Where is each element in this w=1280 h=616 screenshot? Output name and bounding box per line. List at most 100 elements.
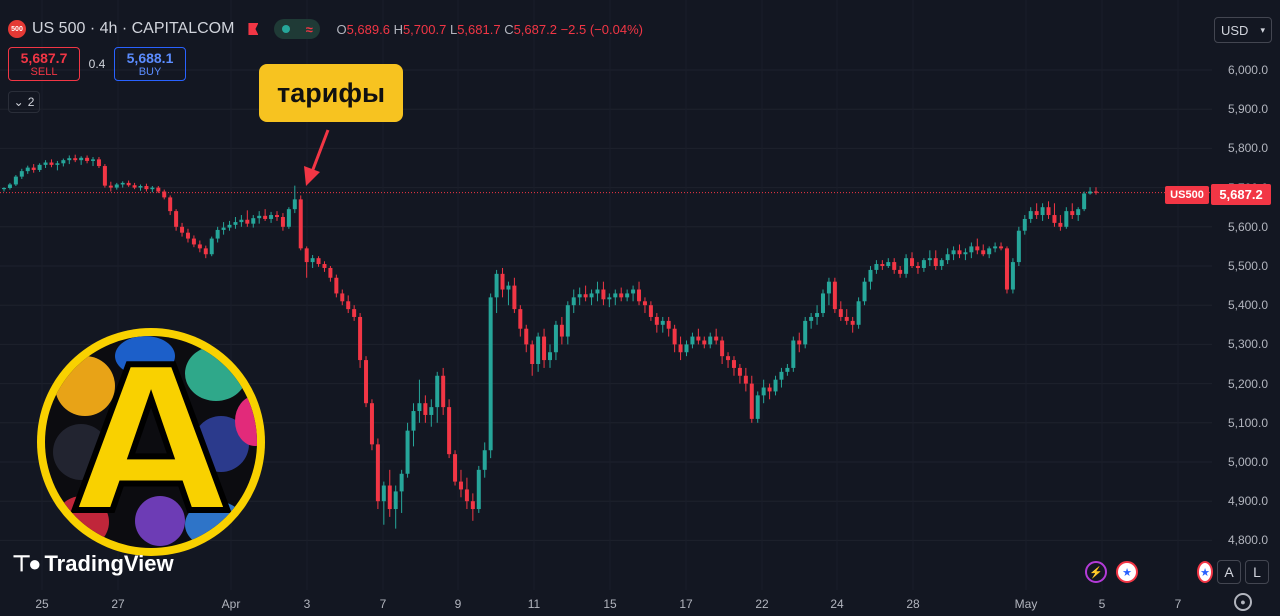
buy-button[interactable]: 5,688.1 BUY xyxy=(114,47,186,81)
candle-body xyxy=(61,160,66,164)
candle-body xyxy=(720,340,725,357)
lightning-icon[interactable]: ⚡ xyxy=(1085,561,1107,583)
coin-icon xyxy=(235,396,257,446)
candle-body xyxy=(381,485,386,502)
symbol-title[interactable]: US 500 · 4h · CAPITALCOM xyxy=(32,20,235,37)
candle-body xyxy=(364,360,369,404)
candle-body xyxy=(975,246,980,251)
candle-body xyxy=(898,269,903,274)
buy-price: 5,688.1 xyxy=(126,49,174,66)
tradingview-logo[interactable]: ⊤● TradingView xyxy=(12,551,174,577)
candle-body xyxy=(1058,222,1063,227)
candle-body xyxy=(269,215,274,219)
candle-body xyxy=(1094,191,1098,193)
candle-body xyxy=(375,444,380,502)
candle-body xyxy=(886,262,891,266)
candle-body xyxy=(625,293,630,298)
candle-body xyxy=(275,215,279,217)
candle-body xyxy=(393,491,398,510)
trade-panel: 5,687.7 SELL 0.4 5,688.1 BUY xyxy=(8,47,186,81)
candle-body xyxy=(743,375,748,384)
candle-body xyxy=(233,222,238,225)
brand-badge-logo: A xyxy=(37,328,265,556)
log-scale-button[interactable]: L xyxy=(1245,560,1269,584)
x-tick-label: 24 xyxy=(830,597,844,611)
candle-body xyxy=(19,171,24,177)
x-tick-label: 15 xyxy=(603,597,617,611)
coin-icon xyxy=(185,501,245,548)
candle-body xyxy=(726,356,731,361)
settings-icon[interactable]: ● xyxy=(1234,593,1252,611)
candle-body xyxy=(126,182,131,186)
sell-label: SELL xyxy=(30,65,58,78)
candle-body xyxy=(286,209,291,227)
tradingview-text: TradingView xyxy=(44,551,174,576)
y-tick-label: 4,900.0 xyxy=(1227,494,1268,509)
us-flag-icon[interactable]: ★ xyxy=(1116,561,1138,583)
candle-body xyxy=(7,184,12,188)
candle-body xyxy=(755,395,760,419)
candle-body xyxy=(453,454,458,482)
candle-body xyxy=(458,481,463,490)
x-tick-label: 7 xyxy=(379,597,387,611)
candle-body xyxy=(548,352,552,361)
annotation-callout[interactable]: тарифы xyxy=(259,64,403,122)
candle-body xyxy=(731,360,736,368)
market-open-icon xyxy=(282,25,291,33)
candle-body xyxy=(1088,191,1093,194)
market-status-pill[interactable]: ≈ xyxy=(274,19,321,39)
y-tick-label: 4,800.0 xyxy=(1227,533,1268,548)
candle-body xyxy=(559,324,564,337)
candle-body xyxy=(280,217,285,227)
symbol-legend[interactable]: 500 US 500 · 4h · CAPITALCOM ≈ O5,689.6 … xyxy=(8,18,643,40)
candle-body xyxy=(838,309,843,317)
candle-body xyxy=(79,157,84,161)
candle-body xyxy=(310,258,315,263)
candle-body xyxy=(660,320,665,325)
candle-body xyxy=(43,162,48,165)
last-price-tag: 5,687.2 xyxy=(1211,184,1271,205)
candle-body xyxy=(488,297,493,451)
candle-body xyxy=(120,182,125,185)
candle-body xyxy=(322,264,327,268)
buy-label: BUY xyxy=(138,65,162,78)
candle-body xyxy=(987,248,992,255)
candle-body xyxy=(826,281,831,294)
candle-body xyxy=(631,289,636,294)
currency-select[interactable]: USD ▾ xyxy=(1214,17,1272,43)
candle-body xyxy=(1016,230,1021,263)
low-value: 5,681.7 xyxy=(457,21,501,37)
candle-body xyxy=(470,501,475,510)
candle-body xyxy=(37,164,42,170)
coin-icon xyxy=(55,356,115,416)
candle-body xyxy=(696,336,701,341)
wave-icon: ≈ xyxy=(305,21,313,37)
candle-body xyxy=(892,262,897,270)
candle-body xyxy=(571,297,576,306)
candle-body xyxy=(637,289,642,302)
us-flag-icon[interactable]: ★ xyxy=(1197,561,1213,583)
x-tick-label: 11 xyxy=(527,597,541,611)
coin-icon xyxy=(55,496,109,548)
candle-body xyxy=(945,254,950,261)
flag-icon[interactable] xyxy=(248,23,259,35)
candle-body xyxy=(1052,215,1057,223)
x-tick-label: 27 xyxy=(111,597,125,611)
candle-body xyxy=(969,246,974,253)
auto-scale-button[interactable]: A xyxy=(1217,560,1241,584)
chevron-down-icon: ▾ xyxy=(1260,24,1265,35)
candle-body xyxy=(73,158,78,161)
candle-body xyxy=(963,252,968,255)
candle-body xyxy=(91,159,96,161)
candle-body xyxy=(263,215,268,219)
sell-button[interactable]: 5,687.7 SELL xyxy=(8,47,80,81)
candle-body xyxy=(411,411,416,431)
candle-body xyxy=(856,301,861,325)
candle-body xyxy=(132,185,137,188)
candle-body xyxy=(785,367,790,372)
candle-body xyxy=(642,301,647,306)
currency-value: USD xyxy=(1221,22,1249,38)
indicators-toggle-button[interactable]: ⌄ 2 xyxy=(8,91,40,113)
candle-body xyxy=(25,167,30,172)
